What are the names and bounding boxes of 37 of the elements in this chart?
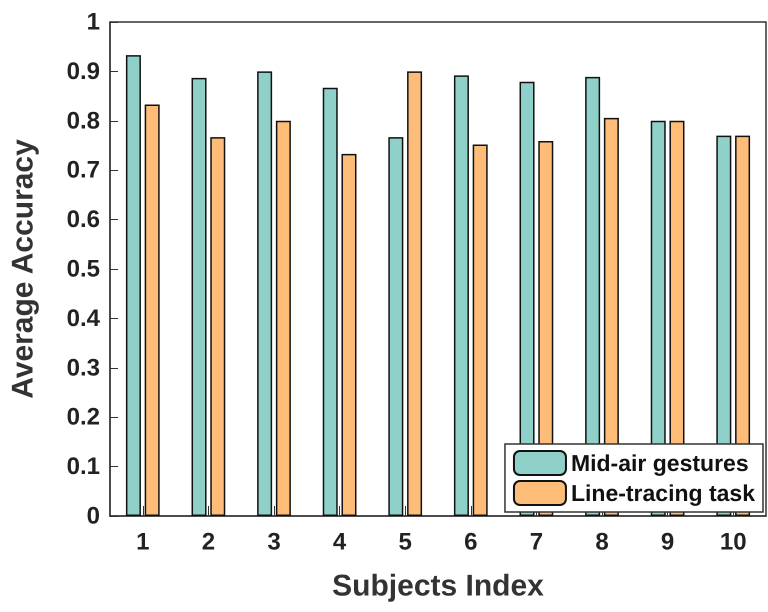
y-tick-label: 0.3	[66, 354, 100, 382]
x-tick-label: 1	[136, 528, 150, 556]
y-tick-label: 0.6	[66, 206, 100, 234]
x-tick-label: 9	[660, 528, 674, 556]
legend-label: Line-tracing task	[570, 480, 756, 506]
bar	[144, 104, 160, 516]
y-tick-label: 0	[86, 502, 100, 530]
bar	[407, 71, 422, 516]
y-tick-label: 0.5	[66, 256, 100, 282]
bar	[257, 71, 272, 516]
bar	[126, 55, 141, 516]
bar	[276, 120, 291, 516]
bar	[210, 137, 226, 516]
bar	[472, 144, 488, 516]
y-tick-label: 0.9	[66, 58, 100, 85]
bar	[454, 75, 469, 516]
y-tick-label: 0.8	[66, 107, 100, 134]
bar	[192, 78, 207, 516]
x-tick-label: 6	[464, 528, 478, 556]
y-tick-label: 1	[86, 8, 100, 36]
y-tick-label: 0.1	[66, 453, 100, 480]
x-tick-label: 4	[332, 528, 347, 556]
x-tick-label: 7	[530, 528, 544, 556]
y-axis-title: Average Accuracy	[6, 138, 40, 399]
x-tick-label: 2	[202, 528, 216, 556]
x-tick-label: 3	[267, 528, 281, 556]
y-tick-label: 0.2	[66, 404, 100, 431]
bar	[322, 88, 338, 516]
bar	[388, 137, 404, 516]
x-axis-title: Subjects Index	[332, 570, 544, 602]
x-tick-label: 5	[398, 528, 412, 556]
y-tick-label: 0.7	[66, 156, 100, 184]
legend-label: Mid-air gestures	[570, 450, 749, 476]
x-tick-label: 8	[595, 528, 609, 556]
y-tick-label: 0.4	[66, 304, 101, 332]
x-tick-label: 10	[720, 528, 747, 556]
bar	[341, 154, 356, 516]
